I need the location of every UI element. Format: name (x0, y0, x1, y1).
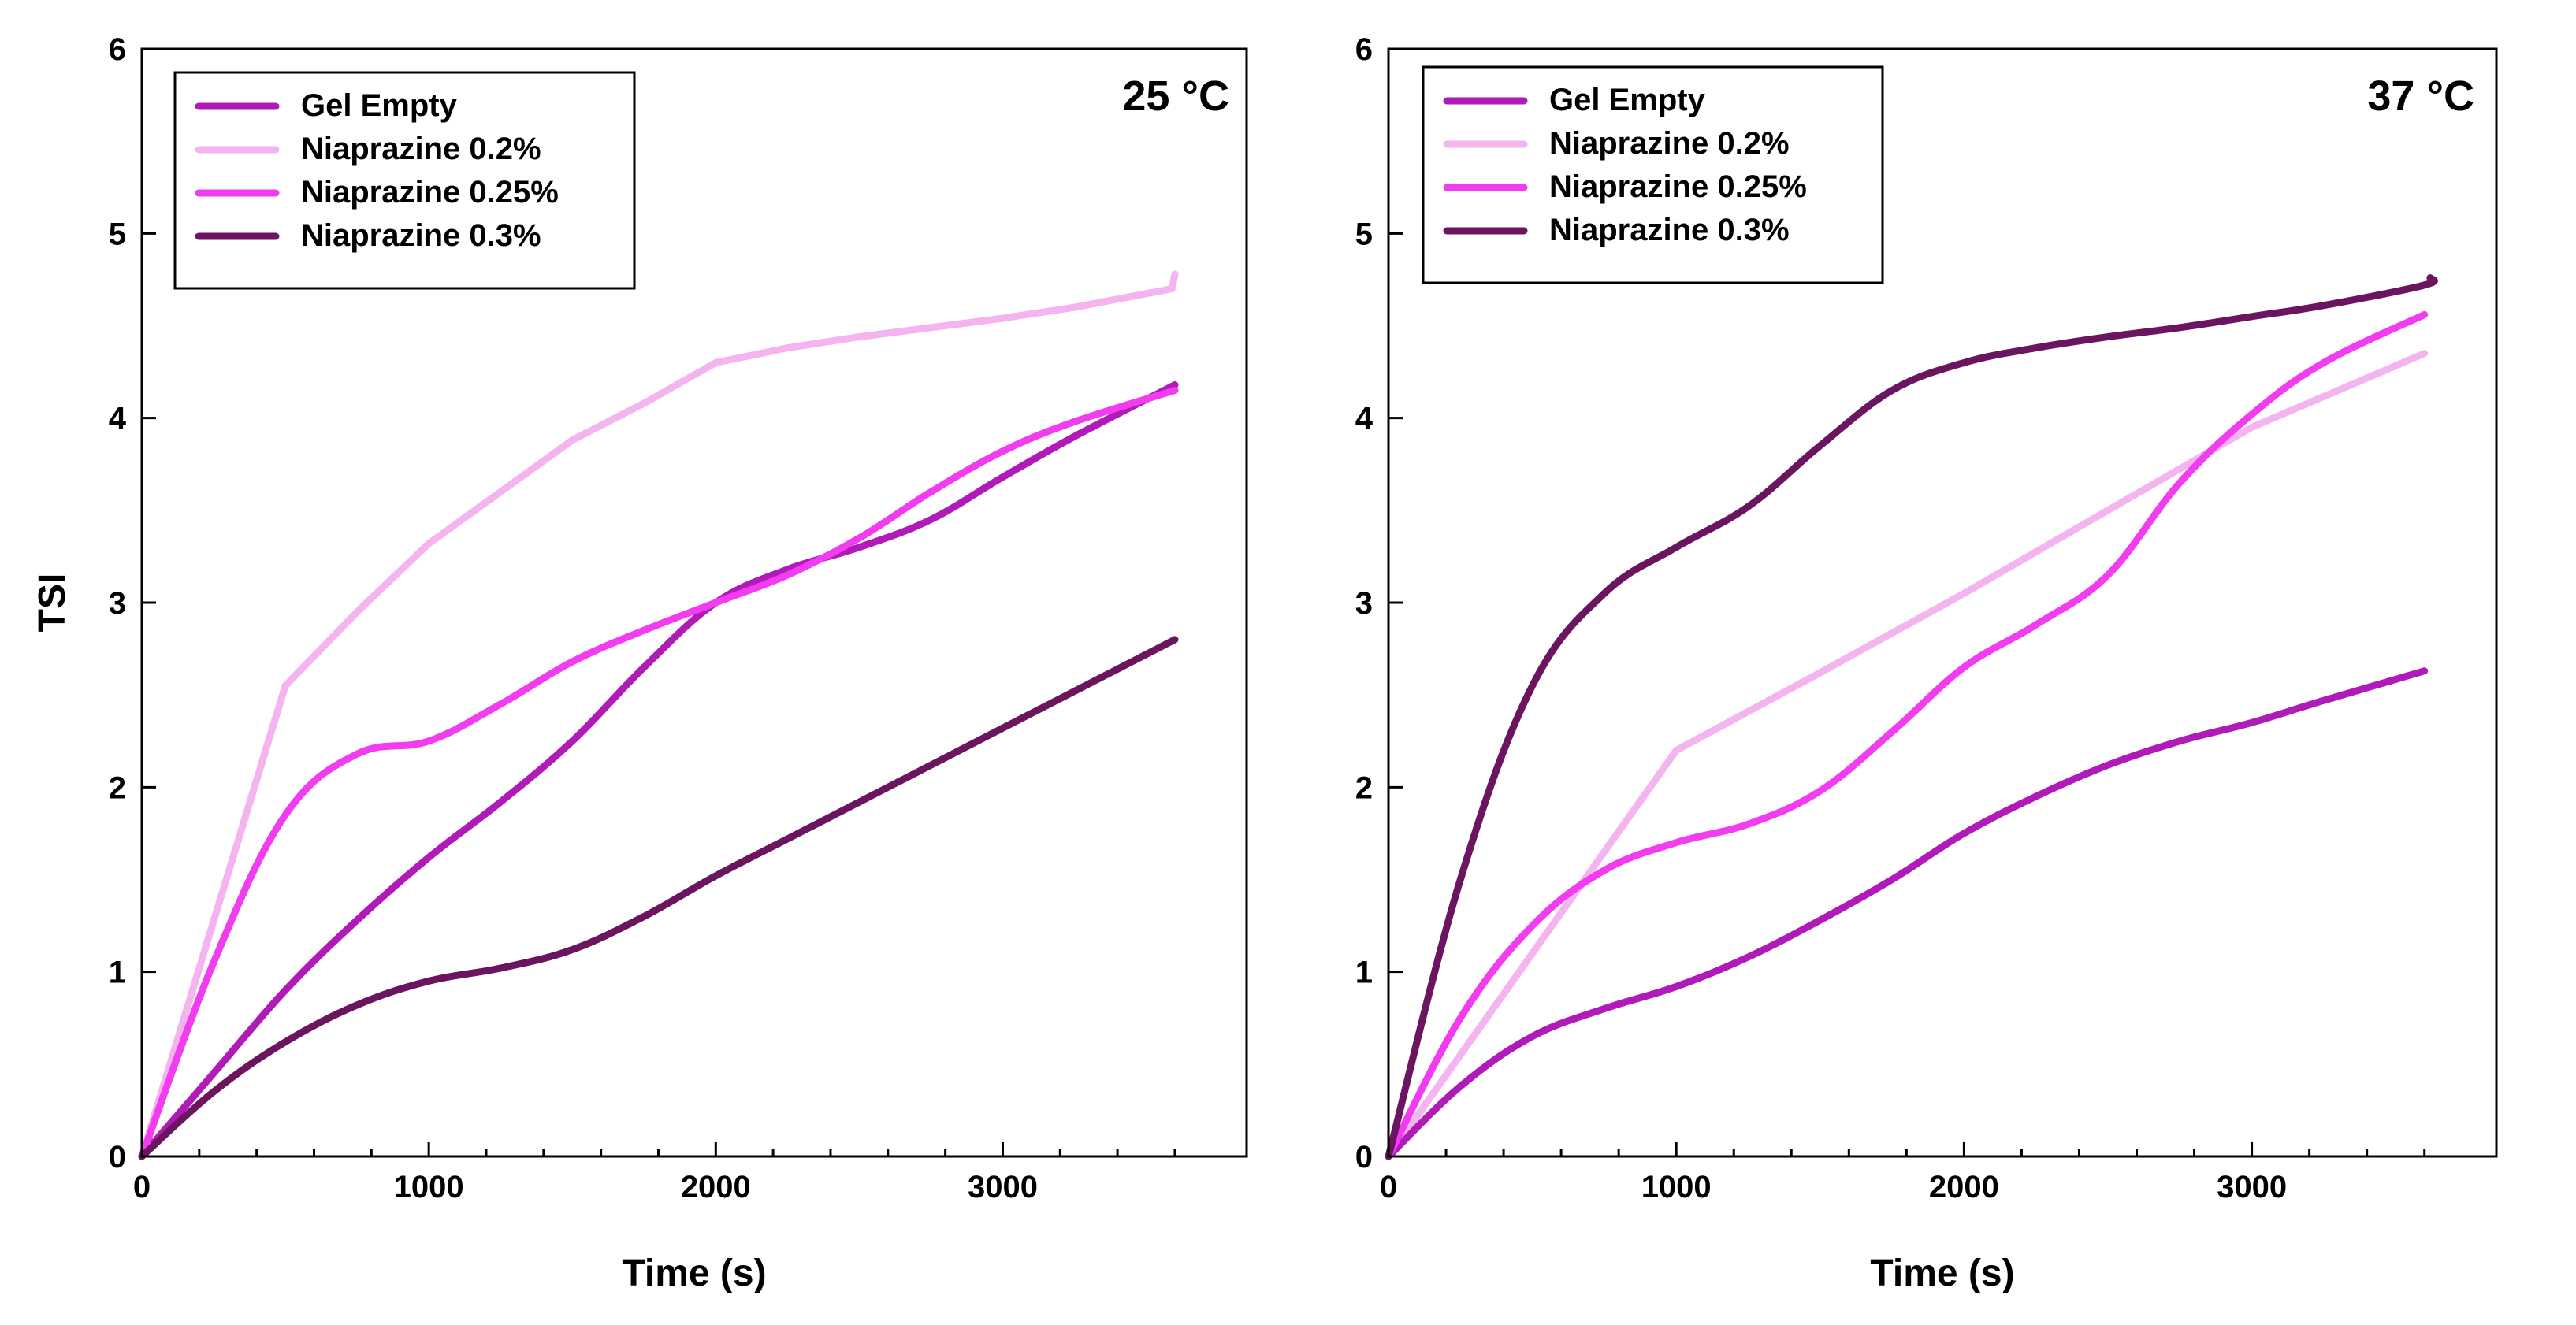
y-tick-label: 2 (1355, 770, 1373, 805)
panel-37c-legend-items: Gel Empty Niaprazine 0.2% Niaprazine 0.25%… (1443, 83, 1807, 247)
y-tick-label: 4 (1355, 402, 1373, 436)
series-line-niaprazine-0-2 (1385, 350, 2429, 1160)
y-tick-label: 3 (1355, 586, 1373, 621)
y-tick-label: 5 (109, 217, 126, 251)
series-line-niaprazine-0-2 (138, 270, 1179, 1160)
panel-25c-xlabel: Time (s) (622, 1253, 766, 1294)
series-line-gel-empty (138, 381, 1179, 1160)
panel-37c-ticks: 0 1000 2000 3000 0 1 2 3 4 5 6 (1355, 32, 2426, 1204)
panel-25c-legend: Gel Empty Niaprazine 0.2% Niaprazine 0.25%… (173, 71, 636, 290)
panel-25c-legend-items: Gel Empty Niaprazine 0.2% Niaprazine 0.25%… (195, 88, 559, 253)
series-line-niaprazine-0-3 (138, 636, 1179, 1160)
panel-25c-plot (138, 270, 1179, 1160)
legend-label: Niaprazine 0.25% (301, 175, 559, 210)
legend-label: Niaprazine 0.3% (301, 218, 541, 253)
x-tick-label: 1000 (394, 1170, 464, 1204)
y-tick-label: 0 (109, 1140, 126, 1175)
y-tick-label: 2 (109, 770, 126, 805)
y-tick-label: 5 (1355, 217, 1373, 251)
panel-37c-title: 37 °C (2367, 72, 2474, 120)
x-tick-label: 0 (1380, 1170, 1397, 1204)
panel-37c-legend: Gel Empty Niaprazine 0.2% Niaprazine 0.25%… (1422, 65, 1884, 284)
y-tick-label: 0 (1355, 1140, 1373, 1175)
panel-25c-ticks: 0 1000 2000 3000 0 1 2 3 4 5 6 (109, 32, 1176, 1204)
panel-37c-plot (1385, 274, 2438, 1160)
panel-37c: 0 1000 2000 3000 0 1 2 3 4 5 6 37 °C Time (s) Gel … (1355, 32, 2498, 1294)
y-tick-label: 3 (109, 586, 126, 621)
y-tick-label: 4 (109, 402, 127, 436)
series-line-gel-empty (1385, 667, 2429, 1160)
legend-label: Niaprazine 0.2% (1549, 126, 1790, 161)
panel-25c-title: 25 °C (1122, 72, 1229, 120)
legend-label: Niaprazine 0.25% (1549, 169, 1807, 204)
x-tick-label: 1000 (1641, 1170, 1712, 1204)
series-line-niaprazine-0-25 (138, 387, 1179, 1160)
legend-label: Gel Empty (301, 88, 458, 123)
series-line-niaprazine-0-25 (1385, 310, 2429, 1160)
series-line-niaprazine-0-3 (1385, 274, 2438, 1160)
y-tick-label: 6 (1355, 32, 1373, 67)
x-tick-label: 0 (133, 1170, 151, 1204)
x-tick-label: 3000 (968, 1170, 1038, 1204)
x-tick-label: 2000 (681, 1170, 751, 1204)
y-tick-label: 6 (109, 32, 126, 67)
legend-label: Gel Empty (1549, 83, 1706, 117)
legend-label: Niaprazine 0.3% (1549, 213, 1790, 247)
y-tick-label: 1 (1355, 956, 1373, 990)
legend-label: Niaprazine 0.2% (301, 132, 541, 166)
x-tick-label: 3000 (2217, 1170, 2287, 1204)
x-tick-label: 2000 (1929, 1170, 1999, 1204)
y-tick-label: 1 (109, 956, 126, 990)
panel-25c-ylabel: TSI (32, 573, 73, 633)
panel-37c-xlabel: Time (s) (1870, 1253, 2014, 1294)
